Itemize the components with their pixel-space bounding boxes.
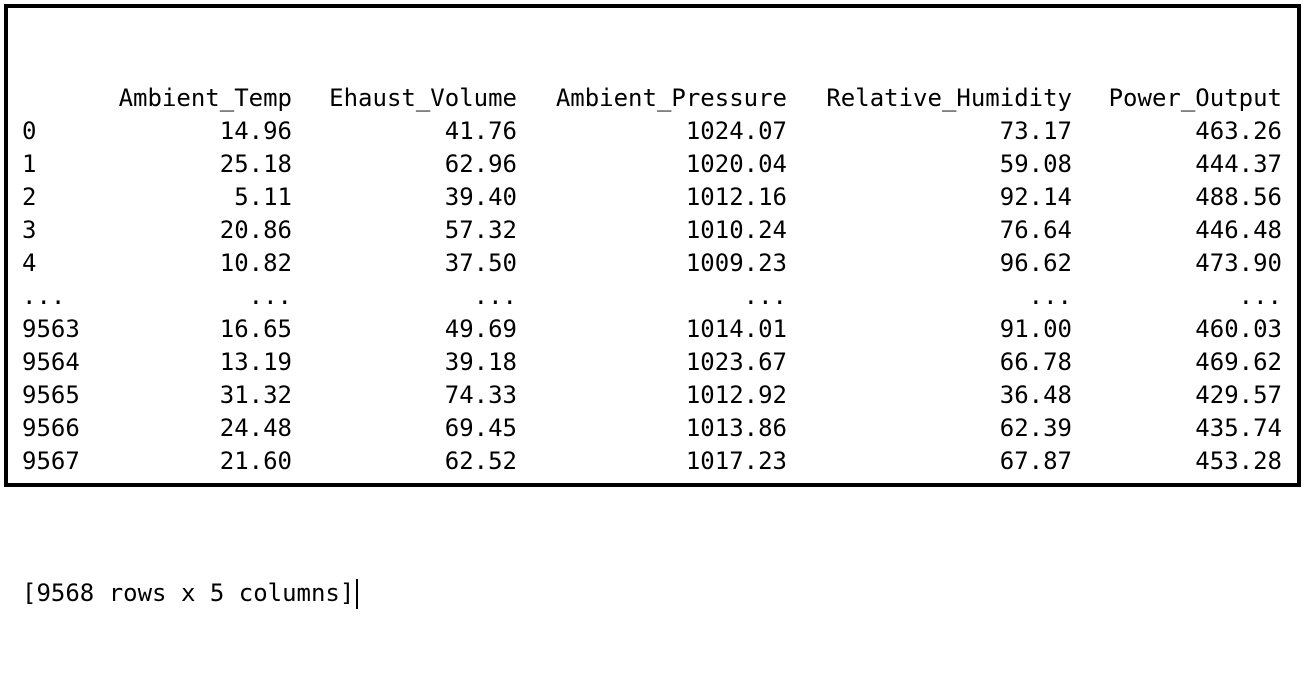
table-cell: 1012.16 [685, 183, 787, 211]
table-cell: 488.56 [1195, 183, 1282, 211]
column-header: Power_Output [1108, 84, 1282, 112]
table-cell: 1017.23 [685, 447, 787, 475]
table-cell: 446.48 [1195, 216, 1282, 244]
dataframe-summary-line: [9568 rows x 5 columns] [22, 577, 1282, 610]
dataframe-summary: [9568 rows x 5 columns] [22, 579, 355, 607]
table-cell: 469.62 [1195, 348, 1282, 376]
table-row: 2 5.11 39.40 1012.16 92.14 488.56 [22, 181, 1282, 214]
row-index: 0 [22, 117, 37, 145]
console-output: Ambient_Temp Ehaust_Volume Ambient_Press… [22, 16, 1282, 676]
table-cell: 67.87 [999, 447, 1072, 475]
table-cell: 13.19 [219, 348, 292, 376]
row-index: 9567 [22, 447, 80, 475]
row-index: 9563 [22, 315, 80, 343]
ellipsis-row: ... ... ... ... ... ... [22, 280, 1282, 313]
table-cell: 1024.07 [685, 117, 787, 145]
row-index: 9565 [22, 381, 80, 409]
header-row: Ambient_Temp Ehaust_Volume Ambient_Press… [22, 82, 1282, 115]
table-cell: ... [1028, 282, 1072, 310]
table-cell: 62.52 [444, 447, 517, 475]
table-cell: 463.26 [1195, 117, 1282, 145]
table-row: 9567 21.60 62.52 1017.23 67.87 453.28 [22, 445, 1282, 478]
row-index: 3 [22, 216, 37, 244]
table-cell: 91.00 [999, 315, 1072, 343]
column-header: Ambient_Pressure [555, 84, 787, 112]
table-cell: 435.74 [1195, 414, 1282, 442]
table-cell: 62.96 [444, 150, 517, 178]
row-index: 9564 [22, 348, 80, 376]
table-cell: 460.03 [1195, 315, 1282, 343]
table-cell: ... [743, 282, 787, 310]
table-cell: 453.28 [1195, 447, 1282, 475]
table-cell: 1020.04 [685, 150, 787, 178]
table-cell: 37.50 [444, 249, 517, 277]
table-cell: 36.48 [999, 381, 1072, 409]
table-cell: 41.76 [444, 117, 517, 145]
row-index: 4 [22, 249, 37, 277]
table-cell: 1010.24 [685, 216, 787, 244]
table-cell: 76.64 [999, 216, 1072, 244]
table-row: 9564 13.19 39.18 1023.67 66.78 469.62 [22, 346, 1282, 379]
table-cell: 57.32 [444, 216, 517, 244]
table-row: 4 10.82 37.50 1009.23 96.62 473.90 [22, 247, 1282, 280]
table-cell: 62.39 [999, 414, 1072, 442]
table-cell: ... [473, 282, 517, 310]
table-cell: 69.45 [444, 414, 517, 442]
table-cell: 96.62 [999, 249, 1072, 277]
table-cell: 444.37 [1195, 150, 1282, 178]
table-cell: 5.11 [234, 183, 292, 211]
index-header [22, 82, 100, 115]
row-index: ... [22, 282, 66, 310]
row-index: 1 [22, 150, 37, 178]
table-cell: ... [248, 282, 292, 310]
table-cell: 21.60 [219, 447, 292, 475]
table-cell: ... [1238, 282, 1282, 310]
table-cell: 59.08 [999, 150, 1072, 178]
table-row: 3 20.86 57.32 1010.24 76.64 446.48 [22, 214, 1282, 247]
table-cell: 20.86 [219, 216, 292, 244]
column-header: Relative_Humidity [826, 84, 1072, 112]
table-cell: 1012.92 [685, 381, 787, 409]
text-cursor [356, 578, 359, 609]
table-cell: 49.69 [444, 315, 517, 343]
table-cell: 24.48 [219, 414, 292, 442]
output-frame: Ambient_Temp Ehaust_Volume Ambient_Press… [4, 4, 1301, 609]
table-cell: 1009.23 [685, 249, 787, 277]
table-cell: 39.18 [444, 348, 517, 376]
table-cell: 10.82 [219, 249, 292, 277]
table-cell: 92.14 [999, 183, 1072, 211]
dataframe-table: Ambient_Temp Ehaust_Volume Ambient_Press… [22, 82, 1282, 478]
table-cell: 1013.86 [685, 414, 787, 442]
table-cell: 14.96 [219, 117, 292, 145]
table-cell: 473.90 [1195, 249, 1282, 277]
table-cell: 74.33 [444, 381, 517, 409]
table-cell: 1014.01 [685, 315, 787, 343]
table-row: 9566 24.48 69.45 1013.86 62.39 435.74 [22, 412, 1282, 445]
table-row: 0 14.96 41.76 1024.07 73.17 463.26 [22, 115, 1282, 148]
table-row: 1 25.18 62.96 1020.04 59.08 444.37 [22, 148, 1282, 181]
table-cell: 66.78 [999, 348, 1072, 376]
column-header: Ambient_Temp [118, 84, 292, 112]
table-cell: 16.65 [219, 315, 292, 343]
table-cell: 25.18 [219, 150, 292, 178]
table-cell: 429.57 [1195, 381, 1282, 409]
table-cell: 31.32 [219, 381, 292, 409]
table-cell: 39.40 [444, 183, 517, 211]
table-cell: 1023.67 [685, 348, 787, 376]
row-index: 9566 [22, 414, 80, 442]
column-header: Ehaust_Volume [329, 84, 517, 112]
table-row: 9565 31.32 74.33 1012.92 36.48 429.57 [22, 379, 1282, 412]
table-cell: 73.17 [999, 117, 1072, 145]
row-index: 2 [22, 183, 37, 211]
table-row: 9563 16.65 49.69 1014.01 91.00 460.03 [22, 313, 1282, 346]
